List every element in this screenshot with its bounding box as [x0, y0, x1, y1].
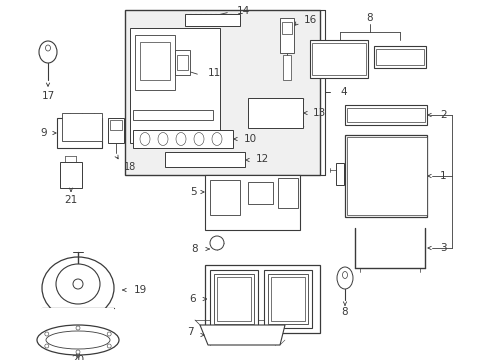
Bar	[204, 175, 299, 230]
Bar	[214, 274, 253, 324]
Ellipse shape	[56, 264, 100, 304]
Polygon shape	[200, 325, 285, 345]
Ellipse shape	[194, 132, 203, 145]
Bar	[283, 55, 290, 80]
Ellipse shape	[342, 271, 347, 279]
Bar	[184, 14, 240, 26]
Bar	[270, 277, 305, 321]
Text: 11: 11	[207, 68, 221, 78]
Text: 2: 2	[439, 110, 446, 120]
Text: 21: 21	[64, 195, 78, 205]
Bar	[264, 270, 311, 328]
Ellipse shape	[209, 236, 224, 250]
Ellipse shape	[45, 332, 49, 336]
Bar	[209, 270, 258, 328]
Ellipse shape	[76, 350, 80, 354]
Bar	[42, 308, 114, 320]
Bar	[57, 118, 102, 148]
Bar	[130, 28, 220, 143]
Ellipse shape	[46, 331, 110, 349]
Text: 7: 7	[187, 327, 194, 337]
Bar	[204, 265, 319, 333]
Bar	[177, 55, 187, 70]
Ellipse shape	[212, 132, 222, 145]
Ellipse shape	[140, 132, 150, 145]
Bar	[346, 137, 426, 215]
Ellipse shape	[76, 326, 80, 330]
Bar	[217, 277, 250, 321]
Text: 17: 17	[41, 91, 55, 101]
Bar	[125, 10, 319, 175]
Text: 9: 9	[41, 128, 47, 138]
Ellipse shape	[107, 344, 111, 348]
Bar	[60, 162, 82, 188]
Text: 20: 20	[71, 355, 84, 360]
Bar	[375, 49, 423, 65]
Text: 18: 18	[124, 162, 136, 172]
Bar	[280, 18, 293, 53]
Text: 5: 5	[190, 187, 197, 197]
Bar	[110, 120, 122, 130]
Ellipse shape	[37, 325, 119, 355]
Text: 8: 8	[341, 307, 347, 317]
Bar	[373, 46, 425, 68]
Ellipse shape	[42, 257, 114, 319]
Text: 10: 10	[244, 134, 257, 144]
Text: 6: 6	[189, 294, 196, 304]
Text: 3: 3	[439, 243, 446, 253]
Ellipse shape	[107, 332, 111, 336]
Ellipse shape	[73, 279, 83, 289]
Text: 19: 19	[134, 285, 147, 295]
Text: 8: 8	[191, 244, 198, 254]
Text: 1: 1	[439, 171, 446, 181]
Bar	[346, 108, 424, 122]
Text: 13: 13	[312, 108, 325, 118]
Bar	[140, 42, 170, 80]
Bar	[267, 274, 307, 324]
Bar	[345, 105, 426, 125]
Bar	[309, 40, 367, 78]
Ellipse shape	[45, 344, 49, 348]
Bar	[133, 130, 232, 148]
Text: 16: 16	[304, 15, 317, 25]
Bar	[164, 152, 244, 167]
Ellipse shape	[336, 267, 352, 289]
Ellipse shape	[176, 132, 185, 145]
Ellipse shape	[158, 132, 168, 145]
Text: 15: 15	[351, 167, 364, 177]
Ellipse shape	[45, 45, 50, 51]
Bar	[247, 98, 303, 128]
Text: 12: 12	[256, 154, 269, 164]
Bar	[133, 110, 213, 120]
Bar	[62, 113, 102, 141]
Bar	[282, 22, 291, 34]
Bar	[345, 135, 426, 217]
Ellipse shape	[39, 41, 57, 63]
Bar	[135, 35, 175, 90]
Bar	[108, 118, 124, 143]
Bar	[209, 180, 240, 215]
Bar	[311, 43, 365, 75]
Bar	[247, 182, 272, 204]
Bar	[335, 163, 343, 185]
Bar	[278, 178, 297, 208]
Text: 4: 4	[339, 87, 346, 97]
Bar	[175, 50, 190, 75]
Text: 8: 8	[366, 13, 372, 23]
Text: 14: 14	[237, 6, 250, 16]
